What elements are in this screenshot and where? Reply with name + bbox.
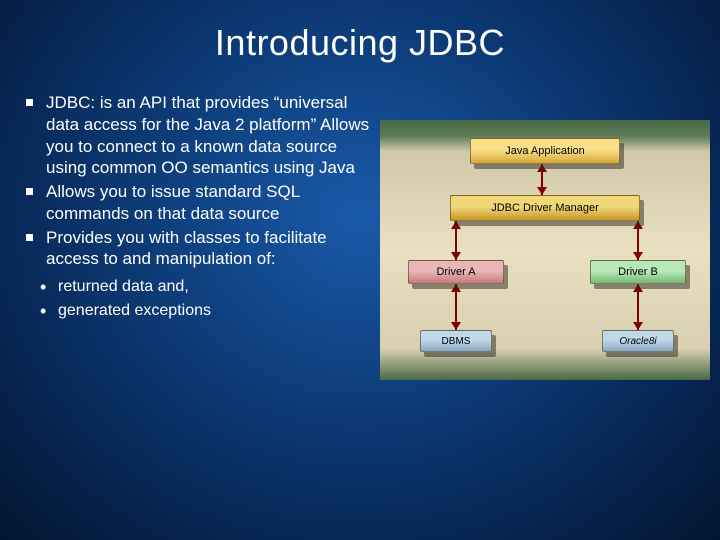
- node-oracle: Oracle8i: [602, 330, 674, 352]
- sub-bullet-list: returned data and, generated exceptions: [38, 276, 370, 321]
- bullet-item: JDBC: is an API that provides “universal…: [24, 92, 370, 179]
- bullet-list: JDBC: is an API that provides “universal…: [24, 92, 370, 270]
- arrow-down-icon: [451, 252, 461, 260]
- arrow-down-icon: [537, 187, 547, 195]
- architecture-diagram: Java Application JDBC Driver Manager Drive…: [380, 120, 710, 380]
- slide-title: Introducing JDBC: [0, 22, 720, 64]
- node-dbms: DBMS: [420, 330, 492, 352]
- bullet-text: JDBC: is an API that provides “universal…: [46, 93, 369, 177]
- sub-bullet-text: returned data and,: [58, 278, 189, 295]
- node-drva: Driver A: [408, 260, 504, 284]
- slide: Introducing JDBC JDBC: is an API that pr…: [0, 0, 720, 540]
- sub-bullet-text: generated exceptions: [58, 302, 211, 319]
- arrow-down-icon: [451, 322, 461, 330]
- sub-bullet-item: returned data and,: [38, 276, 370, 298]
- node-app: Java Application: [470, 138, 620, 164]
- bullet-text: Provides you with classes to facilitate …: [46, 228, 327, 269]
- bullet-item: Provides you with classes to facilitate …: [24, 227, 370, 271]
- bullet-text: Allows you to issue standard SQL command…: [46, 182, 300, 223]
- node-drvb: Driver B: [590, 260, 686, 284]
- arrow-down-icon: [633, 252, 643, 260]
- node-mgr: JDBC Driver Manager: [450, 195, 640, 221]
- slide-body: JDBC: is an API that provides “universal…: [24, 92, 370, 323]
- arrow-down-icon: [633, 322, 643, 330]
- sub-bullet-item: generated exceptions: [38, 300, 370, 322]
- bullet-item: Allows you to issue standard SQL command…: [24, 181, 370, 225]
